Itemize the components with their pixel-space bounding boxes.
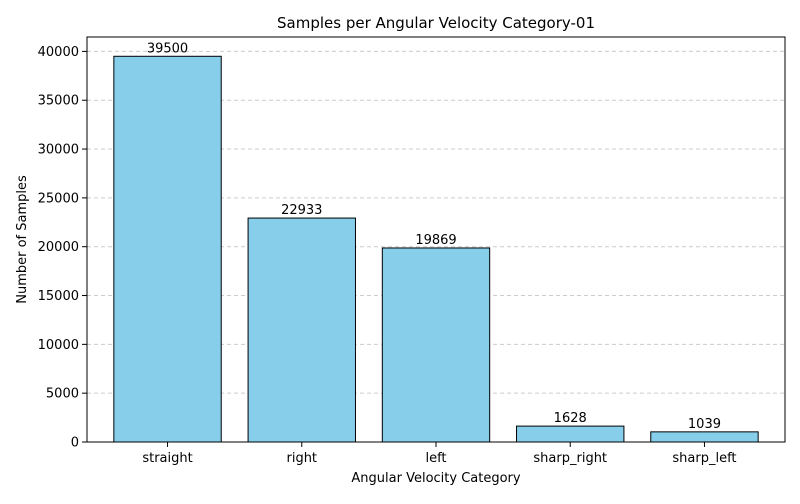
data-label-straight: 39500 [147, 41, 188, 56]
x-tick-label: sharp_right [533, 451, 607, 466]
bar-straight [113, 55, 222, 443]
bar-sharp-right [516, 425, 625, 443]
chart-title: Samples per Angular Velocity Category-01 [277, 14, 595, 32]
y-tick-label: 20000 [38, 240, 79, 255]
x-tick-label: sharp_left [672, 451, 736, 466]
x-axis-label: Angular Velocity Category [351, 471, 520, 486]
bar-right [247, 217, 356, 443]
data-label-right: 22933 [281, 203, 322, 218]
y-tick-label: 25000 [38, 191, 79, 206]
tick-layer: 0 5000 10000 15000 20000 25000 30000 35000 40000… [38, 45, 737, 466]
bar-left [381, 247, 491, 443]
data-label-sharp-right: 1628 [554, 411, 587, 426]
label-layer: 39500 22933 19869 1628 1039 [147, 41, 721, 432]
y-tick-label: 15000 [38, 289, 79, 304]
y-axis-label: Number of Samples [15, 175, 30, 304]
data-label-left: 19869 [415, 233, 456, 248]
y-tick-label: 30000 [38, 143, 79, 158]
bar-layer [113, 55, 759, 443]
data-label-sharp-left: 1039 [688, 417, 721, 432]
y-tick-label: 35000 [38, 94, 79, 109]
y-tick-label: 5000 [46, 387, 79, 402]
y-tick-label: 10000 [38, 338, 79, 353]
x-tick-label: right [286, 451, 317, 466]
y-tick-label: 0 [71, 436, 79, 451]
x-tick-label: left [425, 451, 446, 466]
bar-sharp-left [650, 431, 759, 443]
x-tick-label: straight [142, 451, 192, 466]
y-tick-label: 40000 [38, 45, 79, 60]
